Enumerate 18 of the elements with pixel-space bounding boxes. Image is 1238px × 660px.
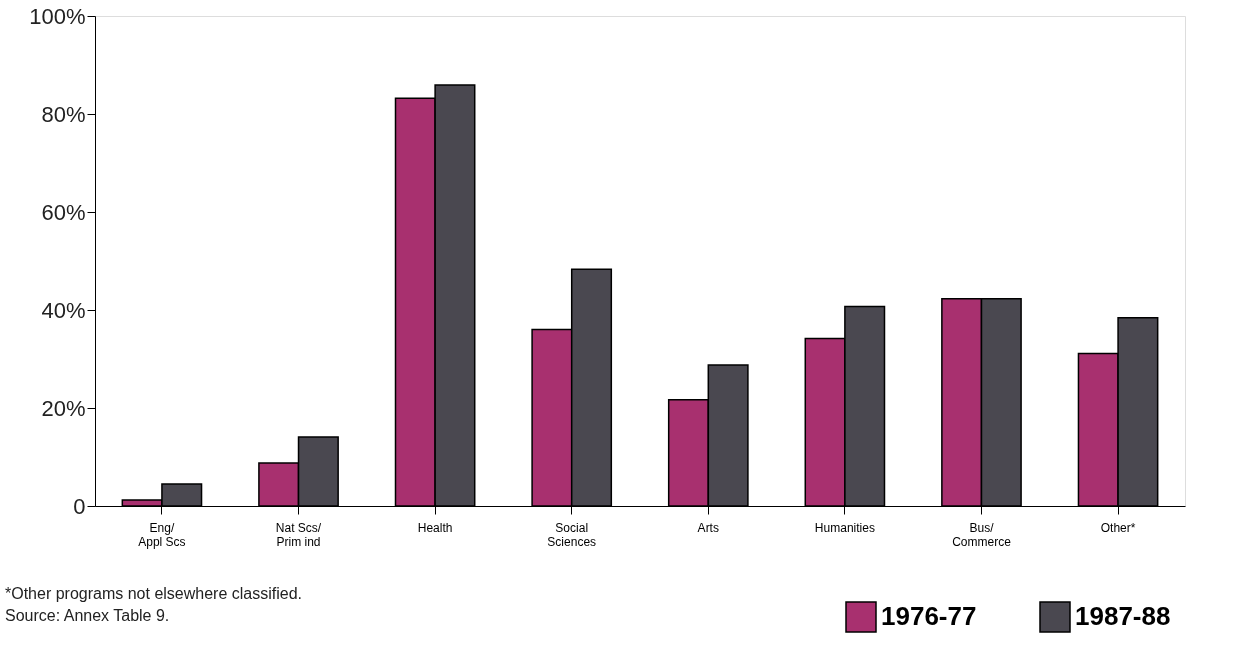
y-tick-label: 100%: [29, 3, 86, 29]
text: *Other programs not elsewhere classified.: [5, 585, 303, 602]
x-tick-label: Social Sciences: [547, 520, 597, 549]
y-tick-label: 20%: [41, 395, 86, 421]
y-tick-label: 60%: [41, 199, 86, 225]
x-tick-label: Arts: [697, 520, 719, 535]
y-tick-label: 40%: [41, 297, 86, 323]
x-tick-label: Health: [417, 520, 453, 535]
x-tick-label: Eng/ Appl Scs: [138, 520, 186, 549]
x-tick-label: Other*: [1100, 520, 1136, 535]
y-tick-label: 0: [73, 493, 86, 519]
x-tick-label: Bus/ Commerce: [952, 520, 1012, 549]
legend-label: 1987-88: [1075, 601, 1171, 631]
x-tick-label: Nat Scs/ Prim ind: [275, 520, 322, 549]
legend-label: 1976-77: [881, 601, 977, 631]
x-tick-label: Humanities: [814, 520, 875, 535]
y-tick-label: 80%: [41, 101, 86, 127]
source-note: Source: Annex Table 9.: [5, 607, 170, 624]
